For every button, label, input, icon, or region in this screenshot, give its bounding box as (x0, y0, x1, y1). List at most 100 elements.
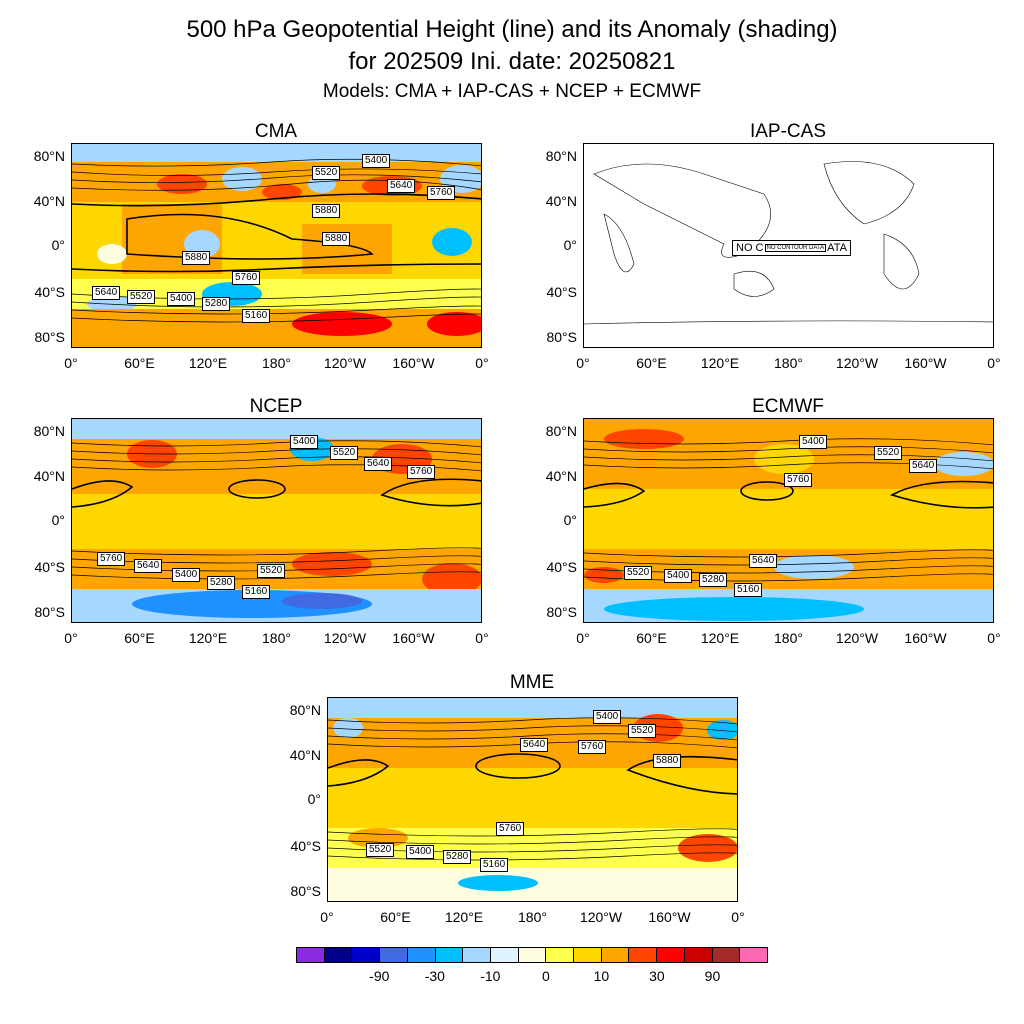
lat-tick-label: 40°N (545, 468, 577, 484)
contour-label: 5640 (749, 554, 778, 568)
lat-tick-label: 0° (51, 237, 65, 253)
map-panel-ecmwf: 5400 5520 5640 5760 5640 5520 5400 5280 5160 (583, 418, 994, 623)
lat-tick-label: 80°S (290, 883, 321, 899)
colorbar-tick-label: 0 (541, 968, 550, 984)
contour-label: 5880 (653, 754, 682, 768)
contour-label: 5400 (172, 568, 201, 582)
colorbar-swatch (740, 948, 767, 962)
contour-label: 5400 (799, 435, 828, 449)
lat-tick-label: 80°S (34, 329, 65, 345)
colorbar-swatch (657, 948, 685, 962)
contour-label: 5520 (330, 446, 359, 460)
lat-tick-label: 40°S (34, 284, 65, 300)
lon-tick-label: 180° (774, 355, 803, 371)
colorbar-swatch (629, 948, 658, 962)
lat-tick-label: 40°N (289, 747, 321, 763)
lat-tick-label: 40°S (546, 284, 577, 300)
lon-tick-label: 0° (64, 630, 78, 646)
lon-tick-label: 180° (518, 909, 547, 925)
contour-label: 5760 (427, 186, 456, 200)
contour-label: 5520 (127, 290, 156, 304)
no-data-notice: NO C NO CONTOUR DATA ATA (732, 240, 851, 256)
lon-tick-label: 60°E (124, 355, 155, 371)
contour-label: 5760 (784, 473, 813, 487)
colorbar-tick-label: 30 (649, 968, 665, 984)
contour-label: 5400 (664, 569, 693, 583)
lon-tick-label: 120°E (188, 355, 228, 371)
contour-label: 5760 (578, 740, 607, 754)
lon-tick-label: 160°W (904, 355, 947, 371)
lon-tick-label: 0° (576, 630, 590, 646)
colorbar-swatch (380, 948, 408, 962)
contour-label: 5400 (290, 435, 319, 449)
lon-tick-label: 120°W (579, 909, 623, 925)
contour-label: 5760 (496, 822, 525, 836)
figure-title-line1: 500 hPa Geopotential Height (line) and i… (186, 16, 838, 43)
anomaly-colorbar (296, 947, 768, 963)
contour-label: 5400 (593, 710, 622, 724)
lon-tick-label: 0° (320, 909, 334, 925)
lat-tick-label: 40°N (33, 193, 65, 209)
lon-tick-label: 0° (731, 909, 745, 925)
panel-title-ecmwf: ECMWF (752, 396, 824, 417)
lat-tick-label: 80°N (545, 148, 577, 164)
lat-tick-label: 40°N (545, 193, 577, 209)
contour-label: 5520 (366, 843, 395, 857)
lon-tick-label: 180° (774, 630, 803, 646)
contour-label: 5640 (364, 457, 393, 471)
lat-tick-label: 80°S (546, 604, 577, 620)
contour-label: 5400 (362, 154, 391, 168)
contour-label: 5760 (97, 552, 126, 566)
colorbar-swatch (352, 948, 381, 962)
lat-tick-label: 40°S (546, 559, 577, 575)
colorbar-tick-label: 90 (704, 968, 721, 984)
lon-tick-label: 0° (987, 355, 1001, 371)
colorbar-swatch (407, 948, 436, 962)
lon-tick-label: 180° (262, 355, 291, 371)
lon-tick-label: 120°W (835, 355, 879, 371)
lat-tick-label: 0° (563, 237, 577, 253)
lat-tick-label: 0° (563, 512, 577, 528)
lat-tick-label: 80°S (34, 604, 65, 620)
colorbar-swatch (684, 948, 713, 962)
contour-label: 5160 (480, 858, 509, 872)
colorbar-tick-label: -10 (480, 968, 501, 984)
lon-tick-label: 0° (987, 630, 1001, 646)
figure-subtitle-models: Models: CMA + IAP-CAS + NCEP + ECMWF (322, 81, 702, 102)
lon-tick-label: 60°E (380, 909, 411, 925)
contour-label: 5520 (628, 724, 657, 738)
lon-tick-label: 120°W (323, 355, 367, 371)
lon-tick-label: 120°W (323, 630, 367, 646)
contour-label: 5520 (624, 566, 653, 580)
contour-label: 5520 (257, 564, 286, 578)
lon-tick-label: 0° (475, 355, 489, 371)
lon-tick-label: 180° (262, 630, 291, 646)
lon-tick-label: 160°W (904, 630, 947, 646)
lon-tick-label: 60°E (636, 630, 667, 646)
lat-tick-label: 40°S (34, 559, 65, 575)
lat-tick-label: 40°N (33, 468, 65, 484)
contour-label: 5520 (312, 166, 341, 180)
contour-label: 5760 (407, 465, 436, 479)
lon-tick-label: 120°E (700, 630, 740, 646)
map-panel-cma: 5400 5520 5640 5760 5880 5880 5880 5760 5640 5520… (71, 143, 482, 348)
contour-label: 5760 (232, 271, 261, 285)
contour-label: 5880 (182, 251, 211, 265)
contour-label: 5640 (909, 459, 938, 473)
lon-tick-label: 120°E (444, 909, 484, 925)
contour-label: 5640 (387, 179, 416, 193)
contour-label: 5880 (322, 232, 351, 246)
colorbar-tick-label: -90 (369, 968, 390, 984)
lon-tick-label: 120°E (700, 355, 740, 371)
lat-tick-label: 40°S (290, 838, 321, 854)
colorbar-swatch (574, 948, 602, 962)
lon-tick-label: 0° (576, 355, 590, 371)
colorbar-swatch (518, 948, 547, 962)
panel-title-iap: IAP-CAS (749, 121, 827, 142)
panel-title-cma: CMA (254, 121, 298, 142)
lon-tick-label: 0° (64, 355, 78, 371)
contour-label: 5400 (167, 292, 196, 306)
lon-tick-label: 160°W (648, 909, 691, 925)
lon-tick-label: 120°W (835, 630, 879, 646)
map-panel-iap-cas: NO C NO CONTOUR DATA ATA (583, 143, 994, 348)
